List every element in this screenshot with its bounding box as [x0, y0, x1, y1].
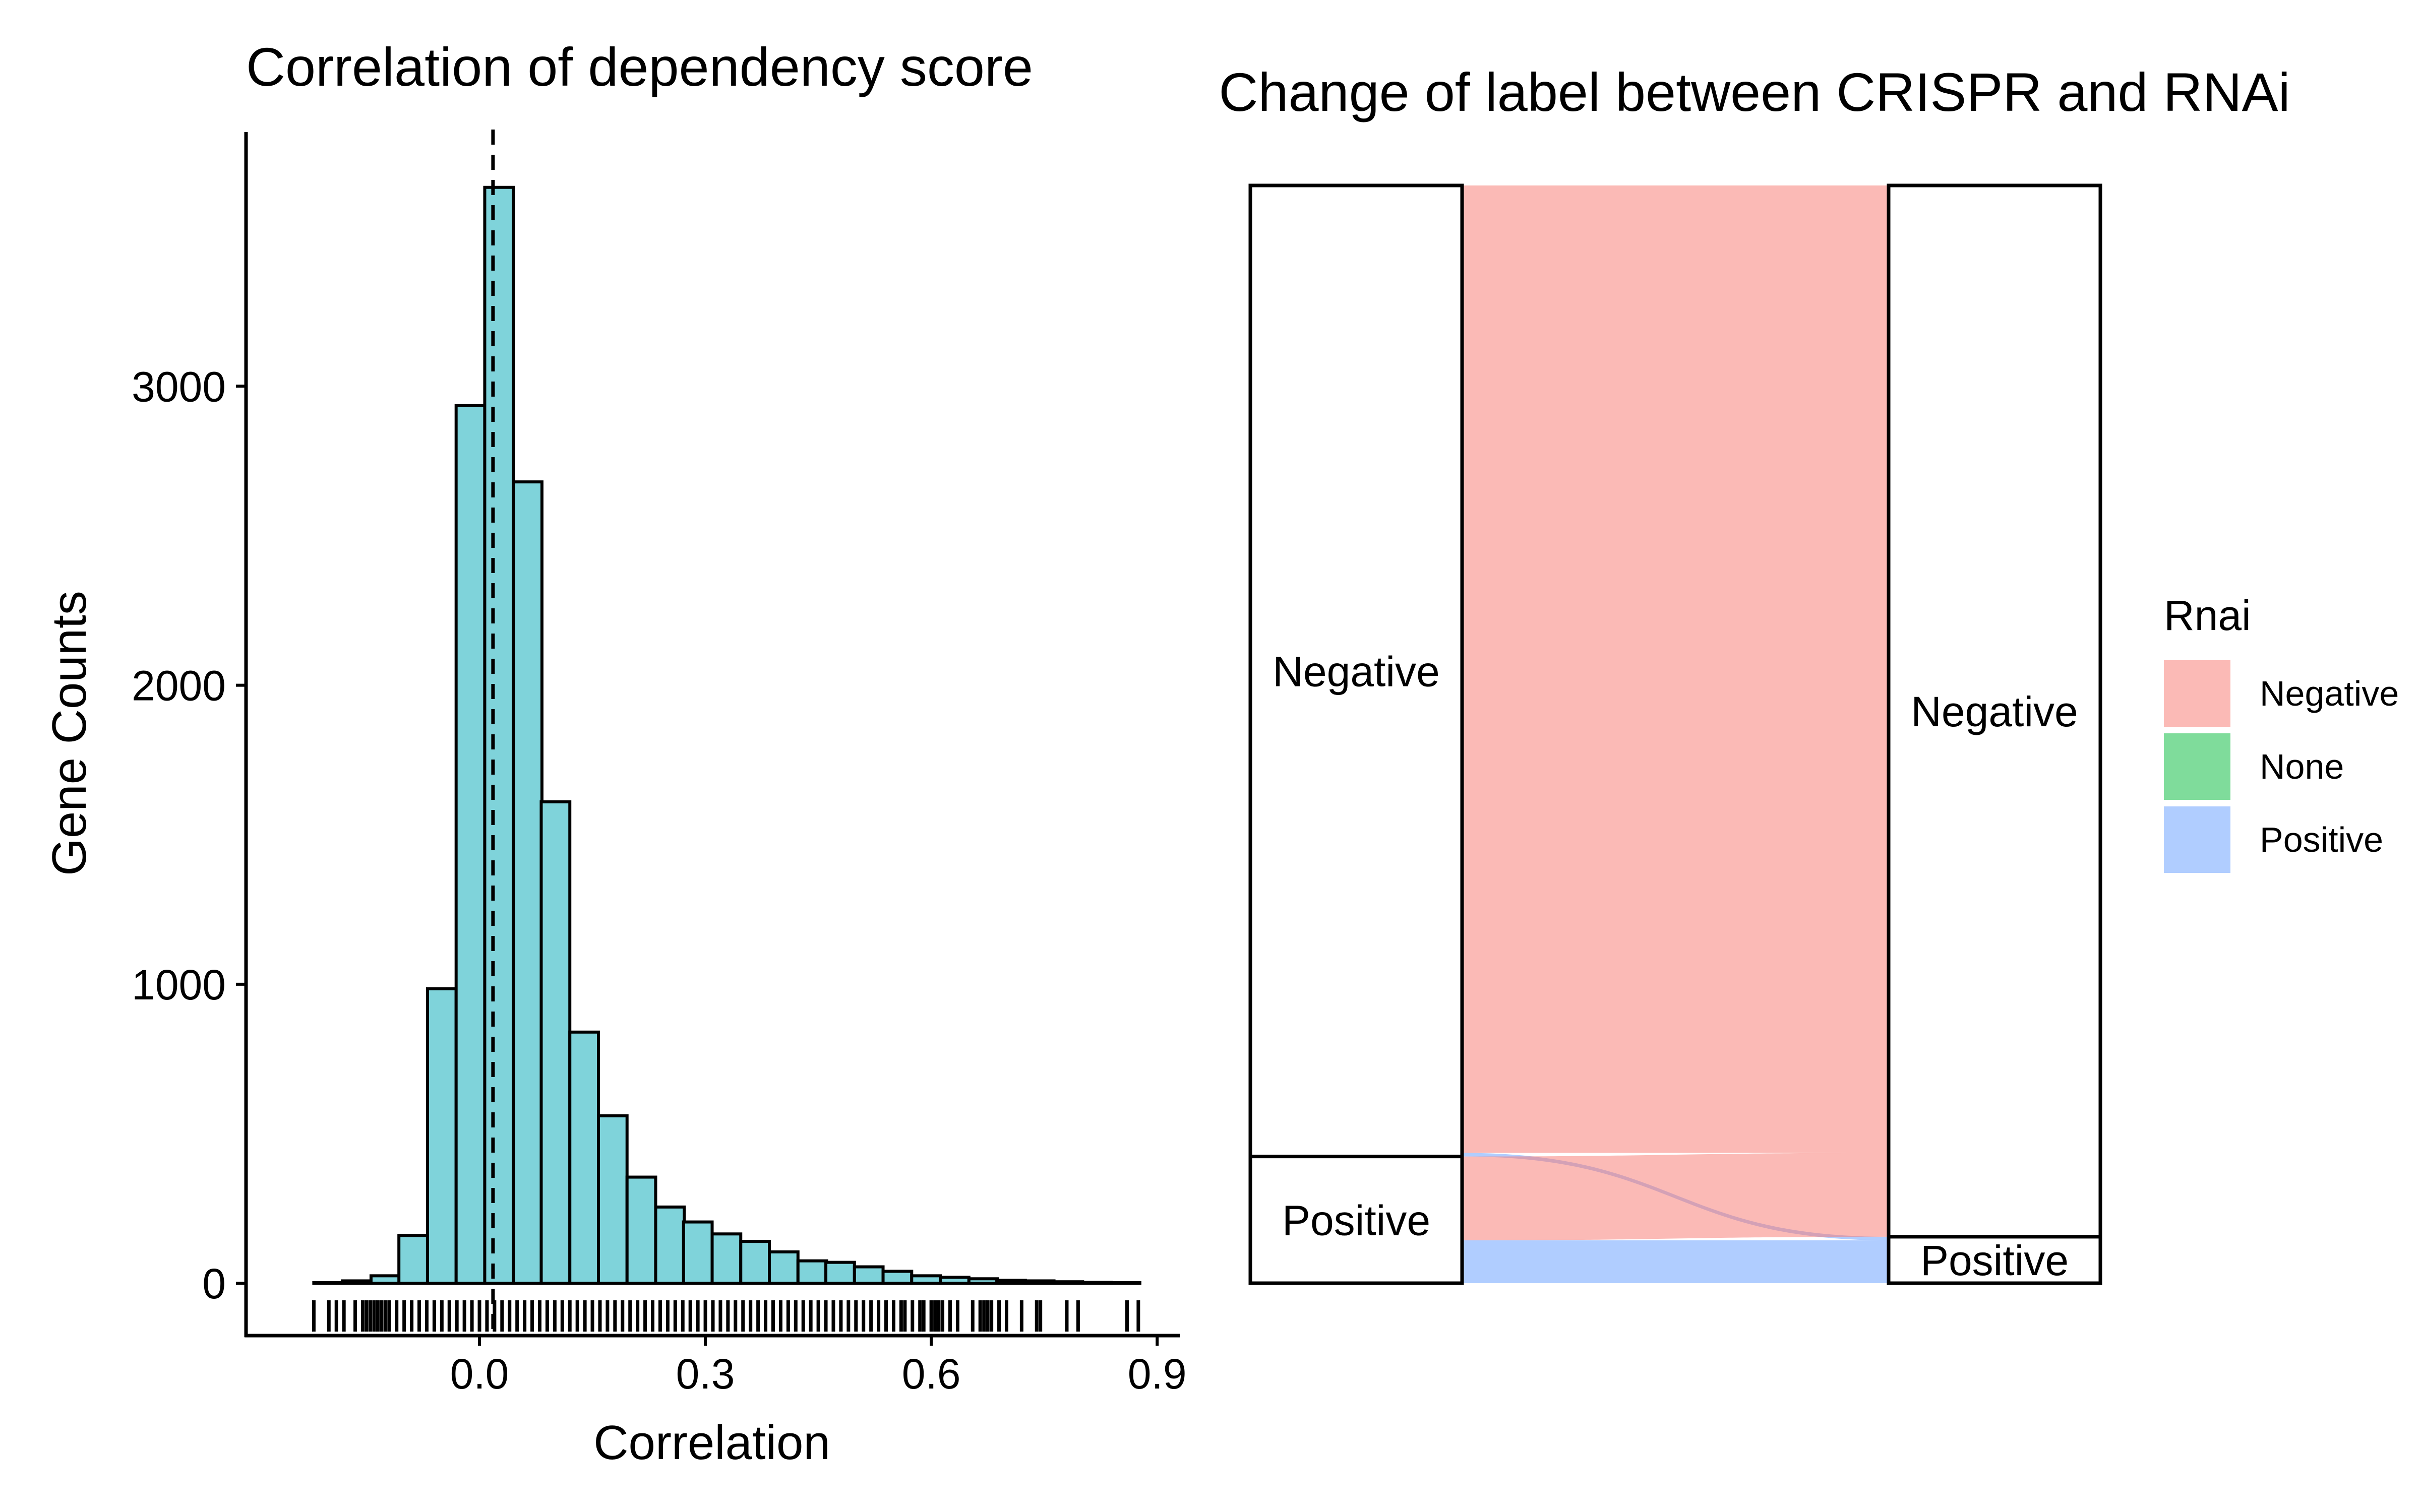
rnai-stratum-label: Negative [1911, 688, 2078, 735]
histogram-bar [824, 1261, 856, 1285]
legend-label: Negative [2260, 674, 2399, 713]
histogram-rug [312, 1300, 1140, 1332]
histogram-bar [1052, 1280, 1084, 1285]
rnai-stratum [1887, 183, 2102, 1239]
y-tick-label: 2000 [132, 662, 226, 710]
histogram-bar [853, 1265, 885, 1285]
crispr-stratum [1248, 183, 1464, 1159]
histogram-bar [995, 1279, 1027, 1285]
legend-swatch [2164, 660, 2230, 727]
crispr-stratum-label: Positive [1282, 1196, 1430, 1244]
legend: Rnai Negative None Positive [2164, 592, 2399, 873]
alluvial-flow [1462, 1240, 1889, 1283]
legend-label: None [2260, 747, 2344, 786]
histogram-bar [710, 1232, 743, 1285]
legend-swatch [2164, 733, 2230, 800]
alluvial-strata: Negative Positive Negative Positive [1248, 183, 2102, 1285]
x-axis-title: Correlation [593, 1416, 830, 1470]
histogram-bar [654, 1205, 686, 1285]
histogram-bar [1081, 1281, 1113, 1285]
histogram-bar [341, 1279, 373, 1285]
rnai-stratum-label: Positive [1920, 1237, 2069, 1284]
y-axis-title: Gene Counts [42, 591, 96, 876]
rnai-stratum [1887, 1235, 2102, 1285]
alluvial-flows [1462, 185, 1889, 1283]
y-tick-label: 1000 [132, 961, 226, 1009]
histogram-bar [426, 987, 458, 1285]
x-tick-label: 0.0 [450, 1350, 509, 1398]
histogram-bar [939, 1276, 971, 1285]
x-axis-ticks: 0.0 0.3 0.6 0.9 [450, 1336, 1187, 1398]
histogram-bar [768, 1250, 800, 1285]
histogram-title: Correlation of dependency score [246, 36, 1033, 97]
histogram-bar [539, 800, 572, 1285]
histogram-bar [369, 1274, 401, 1285]
x-tick-label: 0.9 [1128, 1350, 1187, 1398]
histogram-bar [739, 1240, 771, 1285]
histogram-bar [625, 1175, 657, 1285]
alluvial-flow [1462, 1153, 1889, 1241]
histogram-bar [568, 1030, 600, 1285]
crispr-stratum [1248, 1155, 1464, 1285]
alluvial-panel: Change of label between CRISPR and RNAi … [1219, 61, 2399, 1285]
histogram-panel: Correlation of dependency score 0 1000 200… [42, 36, 1187, 1470]
histogram-bar [397, 1234, 429, 1285]
histogram-bar [910, 1274, 942, 1285]
histogram-bar [596, 1114, 629, 1285]
histogram-bar [796, 1259, 828, 1285]
y-tick-label: 3000 [132, 363, 226, 410]
alluvial-flow [1462, 185, 1889, 1153]
alluvial-title: Change of label between CRISPR and RNAi [1219, 61, 2290, 122]
histogram-bar [1023, 1279, 1056, 1285]
y-tick-label: 0 [202, 1260, 226, 1307]
histogram-bar [454, 404, 487, 1285]
legend-label: Positive [2260, 820, 2383, 859]
crispr-stratum-label: Negative [1273, 648, 1440, 695]
legend-title: Rnai [2164, 592, 2251, 639]
histogram-bar [512, 480, 543, 1285]
x-tick-label: 0.6 [902, 1350, 961, 1398]
histogram-bar [682, 1220, 714, 1285]
histogram-bar [881, 1270, 914, 1285]
histogram-bar [483, 185, 515, 1285]
y-axis-ticks: 0 1000 2000 3000 [132, 363, 246, 1307]
legend-swatch [2164, 806, 2230, 873]
histogram-bars [312, 185, 1141, 1285]
histogram-bar [967, 1277, 999, 1285]
x-tick-label: 0.3 [676, 1350, 735, 1398]
